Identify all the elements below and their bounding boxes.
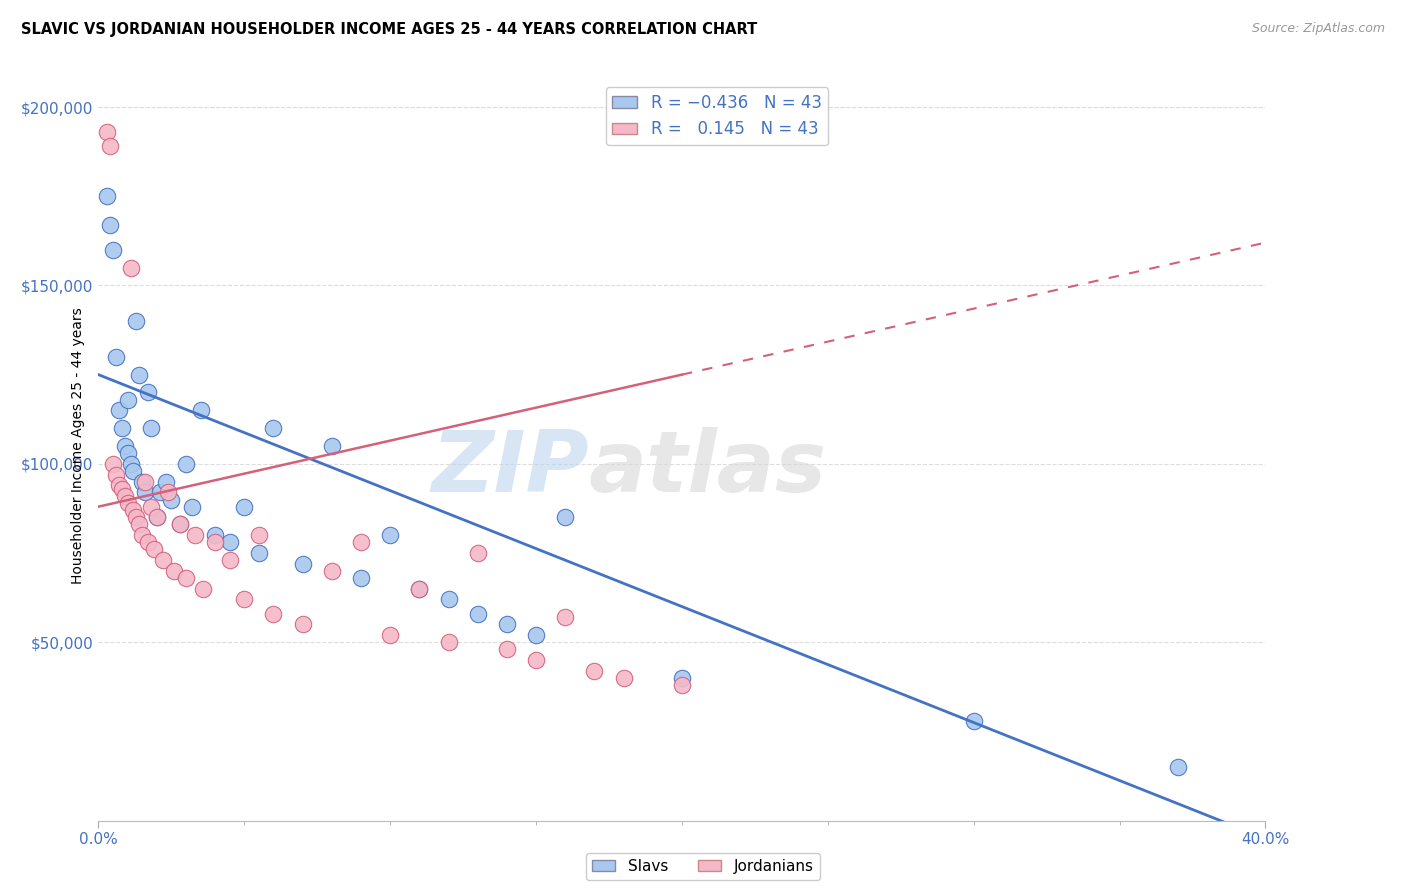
Point: [117, 446, 139, 460]
Point: [157, 485, 180, 500]
Legend: R = −0.436   N = 43, R =   0.145   N = 43: R = −0.436 N = 43, R = 0.145 N = 43: [606, 87, 828, 145]
Point: [163, 564, 186, 578]
Point: [671, 678, 693, 692]
Point: [117, 392, 139, 407]
Point: [111, 421, 134, 435]
Point: [380, 528, 402, 542]
Point: [524, 653, 547, 667]
Point: [408, 582, 430, 596]
Point: [169, 517, 191, 532]
Point: [174, 571, 197, 585]
Point: [193, 582, 215, 596]
Point: [380, 628, 402, 642]
Point: [554, 510, 576, 524]
Point: [128, 517, 150, 532]
Text: ZIP: ZIP: [430, 427, 589, 510]
Point: [233, 500, 256, 514]
Point: [291, 557, 314, 571]
Point: [524, 628, 547, 642]
Text: SLAVIC VS JORDANIAN HOUSEHOLDER INCOME AGES 25 - 44 YEARS CORRELATION CHART: SLAVIC VS JORDANIAN HOUSEHOLDER INCOME A…: [21, 22, 758, 37]
Point: [190, 403, 212, 417]
Point: [437, 592, 460, 607]
Point: [321, 564, 343, 578]
Point: [218, 535, 240, 549]
Point: [169, 517, 191, 532]
Point: [1167, 760, 1189, 774]
Point: [101, 243, 124, 257]
Point: [291, 617, 314, 632]
Point: [152, 553, 174, 567]
Legend: Slavs, Jordanians: Slavs, Jordanians: [586, 853, 820, 880]
Point: [108, 403, 131, 417]
Point: [146, 510, 169, 524]
Point: [160, 492, 183, 507]
Point: [139, 500, 162, 514]
Point: [134, 475, 156, 489]
Point: [122, 464, 145, 478]
Point: [125, 314, 148, 328]
Point: [263, 421, 285, 435]
Point: [218, 553, 240, 567]
Point: [136, 385, 159, 400]
Point: [183, 528, 205, 542]
Text: atlas: atlas: [589, 427, 827, 510]
Point: [350, 571, 373, 585]
Point: [96, 189, 118, 203]
Point: [101, 457, 124, 471]
Point: [671, 671, 693, 685]
Point: [583, 664, 606, 678]
Point: [204, 535, 226, 549]
Point: [467, 546, 489, 560]
Point: [467, 607, 489, 621]
Point: [114, 489, 136, 503]
Point: [111, 482, 134, 496]
Point: [149, 485, 172, 500]
Point: [128, 368, 150, 382]
Point: [554, 610, 576, 624]
Point: [263, 607, 285, 621]
Point: [104, 350, 127, 364]
Point: [136, 535, 159, 549]
Point: [120, 260, 142, 275]
Point: [408, 582, 430, 596]
Point: [125, 510, 148, 524]
Point: [104, 467, 127, 482]
Point: [437, 635, 460, 649]
Point: [233, 592, 256, 607]
Point: [120, 457, 142, 471]
Point: [131, 475, 153, 489]
Point: [496, 642, 519, 657]
Point: [155, 475, 177, 489]
Point: [247, 546, 270, 560]
Point: [98, 139, 121, 153]
Y-axis label: Householder Income Ages 25 - 44 years: Householder Income Ages 25 - 44 years: [70, 308, 84, 584]
Point: [350, 535, 373, 549]
Point: [321, 439, 343, 453]
Point: [114, 439, 136, 453]
Point: [247, 528, 270, 542]
Point: [180, 500, 202, 514]
Point: [122, 503, 145, 517]
Point: [131, 528, 153, 542]
Point: [142, 542, 165, 557]
Text: Source: ZipAtlas.com: Source: ZipAtlas.com: [1251, 22, 1385, 36]
Point: [613, 671, 636, 685]
Point: [139, 421, 162, 435]
Point: [146, 510, 169, 524]
Point: [496, 617, 519, 632]
Point: [108, 478, 131, 492]
Point: [174, 457, 197, 471]
Point: [96, 125, 118, 139]
Point: [117, 496, 139, 510]
Point: [134, 485, 156, 500]
Point: [98, 218, 121, 232]
Point: [962, 714, 984, 728]
Point: [204, 528, 226, 542]
